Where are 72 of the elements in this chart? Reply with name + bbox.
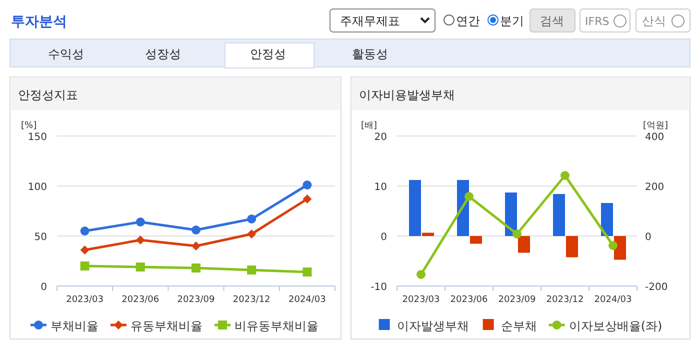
bar	[601, 203, 613, 236]
text: 연간	[456, 14, 480, 28]
x-tick-label: 2024/03	[594, 295, 632, 305]
point	[192, 264, 200, 272]
x-tick-label: 2023/09	[177, 295, 215, 305]
chart-title: 안정성지표	[18, 88, 78, 102]
point	[512, 230, 522, 238]
y-axis-title: [%]	[21, 121, 37, 131]
chart-title: 이자비용발생부채	[359, 88, 455, 102]
y-tick-label: 0	[380, 232, 387, 243]
point	[80, 246, 90, 254]
x-tick-label: 2023/03	[402, 295, 440, 305]
x-tick-label: 2023/12	[232, 295, 270, 305]
text: 성장성	[145, 47, 181, 61]
bar	[470, 236, 482, 244]
text: 투자분석	[11, 14, 67, 30]
x-tick-label: 2023/03	[66, 295, 104, 305]
text: IFRS	[585, 15, 610, 28]
bar	[518, 236, 530, 253]
point	[192, 242, 200, 250]
x-tick-label: 2023/06	[450, 295, 488, 305]
text: 산식	[642, 14, 666, 28]
x-tick-label: 2024/03	[288, 295, 326, 305]
bar	[566, 236, 578, 258]
point	[136, 236, 145, 244]
text: 검색	[540, 14, 564, 28]
point	[416, 270, 426, 279]
y-tick-label: 0	[40, 282, 47, 293]
x-tick-label: 2023/06	[122, 295, 160, 305]
legend-label: 순부채	[500, 319, 537, 333]
y-tick-label: 10	[374, 182, 387, 193]
y2-axis-title: [억원]	[643, 121, 668, 131]
legend-label: 이자발생부채	[396, 319, 469, 333]
y-tick-label: -10	[370, 282, 387, 293]
x-tick-label: 2023/12	[546, 295, 584, 305]
text: 분기	[500, 14, 524, 28]
y2-tick-label: 0	[645, 232, 652, 243]
point	[247, 214, 256, 224]
text: 안정성	[250, 47, 286, 61]
point	[136, 262, 145, 272]
point	[247, 266, 256, 274]
point	[302, 194, 312, 204]
y-axis-title: [배]	[361, 121, 378, 131]
bar	[409, 180, 421, 236]
y2-tick-label: 400	[645, 132, 664, 143]
legend-label: 이자보상배율(좌)	[568, 319, 662, 333]
text: 활동성	[352, 47, 388, 61]
point	[192, 226, 200, 234]
point	[608, 241, 618, 250]
y-tick-label: 100	[28, 182, 47, 193]
bar	[422, 232, 434, 236]
point	[247, 230, 256, 238]
text: 주재무제표	[340, 14, 400, 28]
y-tick-label: 50	[34, 232, 47, 243]
text: 수익성	[48, 47, 84, 61]
y2-tick-label: 200	[645, 182, 664, 193]
y-tick-label: 20	[374, 132, 387, 143]
legend-label: 부채비율	[50, 319, 98, 333]
point	[302, 268, 312, 276]
y-tick-label: 150	[28, 132, 47, 143]
point	[136, 218, 145, 226]
point	[80, 262, 90, 270]
legend-label: 비유동부채비율	[234, 319, 318, 333]
bar	[553, 194, 565, 236]
point	[80, 226, 90, 236]
point	[560, 171, 570, 180]
y2-tick-label: -200	[645, 282, 668, 293]
point	[302, 180, 312, 190]
point	[464, 192, 474, 201]
x-tick-label: 2023/09	[498, 295, 536, 305]
legend-label: 유동부채비율	[130, 319, 202, 333]
bar	[614, 236, 626, 260]
